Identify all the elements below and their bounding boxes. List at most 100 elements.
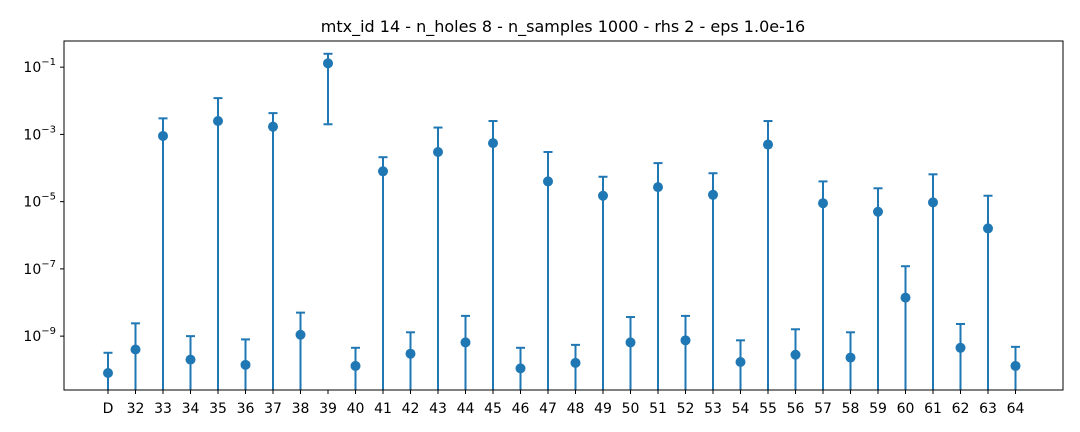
x-tick-label: 49 <box>594 401 612 417</box>
data-point <box>598 190 608 201</box>
x-tick-label: 36 <box>237 401 255 417</box>
data-point <box>240 359 251 370</box>
data-point <box>735 357 746 368</box>
x-tick-label: 63 <box>979 401 997 417</box>
error-bar-point <box>790 328 801 390</box>
data-point <box>680 335 691 346</box>
x-tick-label: 42 <box>402 401 420 417</box>
x-tick-label: 43 <box>429 401 447 417</box>
error-bar-point <box>185 335 196 390</box>
data-point <box>488 138 498 149</box>
x-tick-label: 34 <box>182 401 200 417</box>
data-point <box>515 363 526 374</box>
error-bar-point <box>570 343 581 390</box>
error-bar-point <box>983 194 993 390</box>
data-point <box>433 146 443 157</box>
data-point <box>158 130 168 141</box>
x-tick-label: 35 <box>209 401 227 417</box>
error-bar-point <box>405 331 416 390</box>
data-point <box>900 292 911 303</box>
data-point <box>818 198 828 209</box>
error-bar-point <box>1010 345 1021 390</box>
x-tick-label: 62 <box>952 401 970 417</box>
plot-frame <box>63 40 1064 391</box>
x-tick-label: 32 <box>127 401 145 417</box>
x-tick-label: 45 <box>484 401 502 417</box>
error-bar-point <box>103 351 113 390</box>
data-point <box>350 360 361 371</box>
error-bar-point <box>900 265 911 390</box>
x-tick-label: 38 <box>292 401 310 417</box>
x-tick-label: 41 <box>374 401 392 417</box>
x-tick-label: 47 <box>539 401 557 417</box>
error-bar-point <box>295 311 306 390</box>
x-tick-label: 46 <box>512 401 530 417</box>
y-tick-label: 10−9 <box>23 326 56 345</box>
data-point <box>570 357 581 368</box>
x-tick-label: 52 <box>677 401 695 417</box>
data-point <box>185 354 196 365</box>
error-bar-point <box>625 316 636 390</box>
error-bar-point <box>873 187 883 390</box>
data-point <box>955 342 966 353</box>
data-point <box>1010 360 1021 371</box>
error-bar-point <box>845 331 856 390</box>
x-axis: D 32 33 34 35 36 37 38 39 40 41 42 43 44 45 46 47 48 49 50 5… <box>103 390 1025 417</box>
error-bar-point <box>763 120 773 390</box>
data-point <box>983 223 993 234</box>
x-tick-label: 58 <box>842 401 860 417</box>
data-point <box>928 197 938 208</box>
x-tick-label: 59 <box>869 401 887 417</box>
error-bar-point <box>323 52 333 126</box>
x-tick-label: 44 <box>457 401 475 417</box>
x-tick-label: 48 <box>567 401 585 417</box>
x-tick-label: 56 <box>787 401 805 417</box>
error-bar-series <box>103 52 1021 390</box>
error-bar-point <box>488 120 498 390</box>
error-bar-point <box>240 338 251 390</box>
error-bar-point <box>653 162 663 390</box>
y-tick-label: 10−1 <box>23 57 56 76</box>
error-bar-point <box>680 314 691 390</box>
data-point <box>845 352 856 363</box>
x-tick-label: 40 <box>347 401 365 417</box>
x-tick-label: 64 <box>1007 401 1025 417</box>
error-bar-point <box>598 175 608 390</box>
data-point <box>873 206 883 217</box>
y-tick-label: 10−5 <box>23 192 56 211</box>
data-point <box>295 329 306 340</box>
data-point <box>708 189 718 200</box>
x-tick-label: 55 <box>759 401 777 417</box>
error-bar-point <box>818 180 828 390</box>
x-tick-label: 50 <box>622 401 640 417</box>
error-bar-point <box>735 339 746 390</box>
data-point <box>323 58 333 69</box>
data-point <box>763 139 773 150</box>
data-point <box>130 344 141 355</box>
error-bar-point <box>955 322 966 390</box>
x-tick-label: D <box>103 401 114 417</box>
error-bar-point <box>158 117 168 390</box>
x-tick-label: 57 <box>814 401 832 417</box>
y-tick-label: 10−7 <box>23 259 56 278</box>
x-tick-label: 39 <box>319 401 337 417</box>
error-bar-point <box>213 97 223 390</box>
data-point <box>103 368 113 379</box>
x-tick-label: 54 <box>732 401 750 417</box>
data-point <box>790 349 801 360</box>
x-tick-label: 61 <box>924 401 942 417</box>
data-point <box>625 337 636 348</box>
data-point <box>460 337 471 348</box>
data-point <box>268 121 278 132</box>
data-point <box>653 182 663 193</box>
error-bar-point <box>433 126 443 390</box>
x-tick-label: 37 <box>264 401 282 417</box>
y-tick-label: 10−3 <box>23 124 56 143</box>
error-bar-point <box>130 322 141 390</box>
error-bar-point <box>543 150 553 390</box>
error-bar-point <box>708 172 718 390</box>
error-bar-point <box>268 112 278 390</box>
error-bar-point <box>515 346 526 390</box>
data-point <box>213 116 223 127</box>
